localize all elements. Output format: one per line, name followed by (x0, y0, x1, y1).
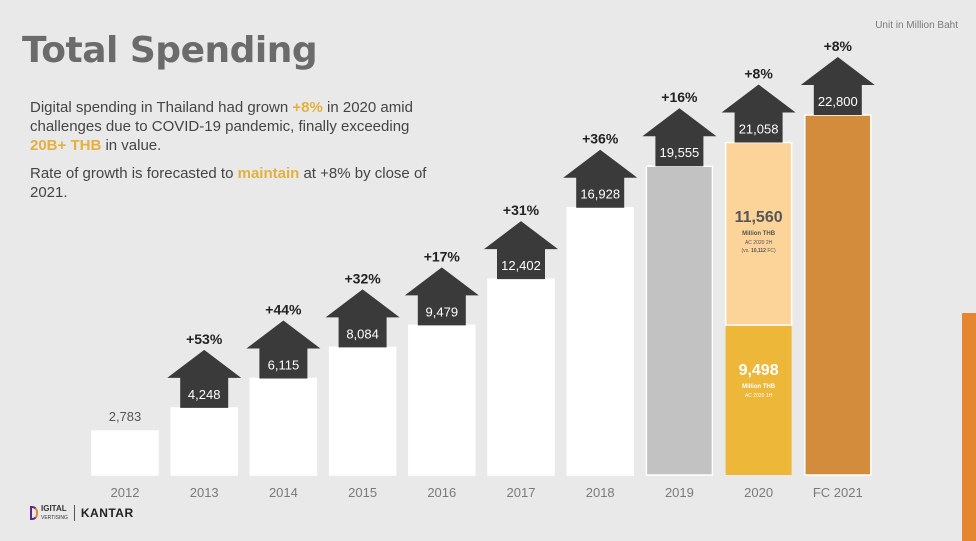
desc-text: in 2020 amid challenges due to COVID-19 … (30, 99, 413, 135)
logo-line-2: VERTISING (41, 514, 68, 521)
segment-compare-2h: (vs. 10,112 FC) (741, 248, 776, 254)
desc-text: in value. (101, 137, 162, 154)
accent-bar (962, 313, 976, 541)
growth-label: +17% (424, 248, 461, 264)
growth-label: +8% (824, 38, 853, 54)
description-paragraph-1: Digital spending in Thailand had grown +… (30, 98, 430, 155)
bar-value-label: 19,555 (660, 145, 700, 160)
description-paragraph-2: Rate of growth is forecasted to maintain… (30, 164, 430, 202)
growth-arrow-icon (325, 289, 400, 348)
segment-note-1h: AC 2020 1H (745, 393, 773, 399)
category-label: 2019 (665, 485, 694, 500)
category-label: 2014 (269, 485, 298, 500)
bar-value-label: 2,783 (109, 409, 142, 424)
category-label: 2016 (427, 485, 456, 500)
growth-arrow-icon (167, 349, 242, 408)
growth-arrow-icon (246, 320, 321, 379)
segment-value-2h: 11,560 (735, 209, 783, 226)
category-label: FC 2021 (813, 485, 863, 500)
bar (91, 430, 159, 476)
growth-label: +44% (265, 301, 302, 317)
growth-arrow-icon (642, 108, 717, 167)
bar (566, 206, 634, 476)
desc-text: at +8% by close of 2021. (30, 165, 427, 201)
segment-value-1h: 9,498 (739, 362, 779, 379)
logo-divider (73, 505, 75, 521)
category-label: 2017 (507, 485, 536, 500)
bar-2020-2h (724, 141, 793, 326)
unit-label: Unit in Million Baht (875, 20, 958, 31)
growth-label: +8% (744, 66, 773, 82)
bar-value-label: 21,058 (739, 122, 779, 137)
growth-label: +31% (503, 202, 540, 218)
desc-highlight-value: 20B+ THB (30, 137, 102, 154)
segment-unit-1h: Million THB (742, 384, 776, 390)
logo-mark-icon (30, 506, 38, 520)
description: Digital spending in Thailand had grown +… (30, 98, 430, 211)
growth-label: +16% (661, 89, 698, 105)
growth-label: +53% (186, 331, 223, 347)
bar-value-label: 8,084 (346, 326, 379, 341)
bar-value-label: 9,479 (426, 304, 459, 319)
bar-value-label: 22,800 (818, 94, 858, 109)
desc-highlight-maintain: maintain (237, 165, 300, 182)
logo-text: IGITAL VERTISING (41, 503, 68, 522)
bar (328, 346, 397, 476)
bar-value-label: 6,115 (268, 357, 300, 372)
category-label: 2013 (190, 485, 219, 500)
bar (645, 165, 714, 476)
segment-note-2h: AC 2020 2H (745, 240, 773, 246)
category-label: 2015 (348, 485, 377, 500)
growth-arrow-icon (721, 84, 796, 143)
page-title: Total Spending (22, 30, 318, 71)
desc-text: Rate of growth is forecasted to (30, 165, 238, 182)
desc-highlight-growth: +8% (292, 99, 323, 116)
digital-advertising-logo: IGITAL VERTISING (30, 503, 68, 522)
growth-arrow-icon (484, 221, 558, 280)
category-label: 2020 (744, 485, 773, 500)
bar (408, 324, 476, 476)
bar (804, 114, 872, 476)
growth-label: +32% (344, 270, 381, 286)
bar (487, 278, 555, 476)
logo-line-1: IGITAL (41, 503, 67, 513)
growth-arrow-icon (404, 267, 479, 326)
bar-value-label: 16,928 (580, 187, 620, 202)
bar (170, 407, 238, 476)
category-label: 2012 (111, 485, 140, 500)
segment-unit-2h: Million THB (742, 231, 776, 237)
growth-arrow-icon (800, 57, 875, 115)
footer-logos: IGITAL VERTISING KANTAR (30, 503, 134, 523)
bar-2020-1h (725, 325, 792, 475)
category-label: 2018 (586, 485, 615, 500)
kantar-logo: KANTAR (80, 506, 134, 520)
bar (249, 377, 318, 476)
growth-label: +36% (582, 131, 619, 147)
desc-text: Digital spending in Thailand had grown (30, 99, 293, 116)
bar-value-label: 12,402 (501, 258, 541, 273)
growth-arrow-icon (563, 149, 638, 208)
bar-value-label: 4,248 (188, 387, 221, 402)
